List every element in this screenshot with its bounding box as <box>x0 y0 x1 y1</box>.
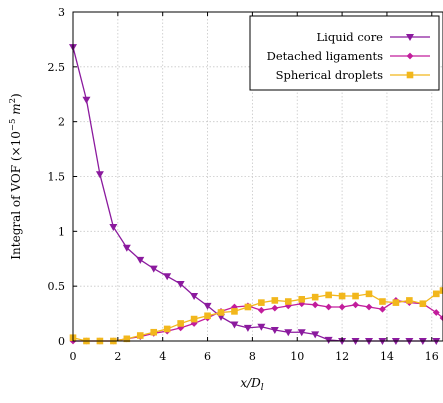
data-point-spherical-droplets <box>419 300 427 308</box>
data-point-spherical-droplets <box>163 325 171 333</box>
data-point-detached-ligaments <box>257 306 265 314</box>
x-tick-label: 10 <box>290 350 304 363</box>
data-point-spherical-droplets <box>439 287 443 294</box>
data-point-spherical-droplets <box>190 315 198 323</box>
data-point-spherical-droplets <box>204 312 211 320</box>
data-point-liquid-core <box>136 256 145 264</box>
data-point-spherical-droplets <box>365 290 373 298</box>
data-point-detached-ligaments <box>325 303 333 311</box>
data-point-liquid-core <box>243 324 252 332</box>
y-tick-label: 2.5 <box>48 61 66 74</box>
data-point-liquid-core <box>311 331 320 339</box>
y-tick-label: 0 <box>58 335 65 348</box>
data-point-liquid-core <box>149 265 158 273</box>
x-tick-label: 2 <box>114 350 121 363</box>
x-axis-label: x/Dl <box>240 376 263 393</box>
legend-marker <box>406 71 414 79</box>
data-point-spherical-droplets <box>123 335 131 343</box>
data-point-liquid-core <box>176 280 185 288</box>
data-point-detached-ligaments <box>352 301 359 309</box>
grid <box>73 12 443 341</box>
x-tick-label: 0 <box>70 350 77 363</box>
data-point-spherical-droplets <box>352 292 359 300</box>
data-point-spherical-droplets <box>338 292 346 300</box>
data-point-spherical-droplets <box>217 309 225 316</box>
legend: Liquid core Detached ligaments Spherical d… <box>249 15 440 91</box>
data-point-liquid-core <box>109 223 118 231</box>
data-point-detached-ligaments <box>271 304 279 312</box>
legend-item-detached-ligaments: Detached ligaments <box>267 49 430 63</box>
data-point-liquid-core <box>203 302 212 310</box>
legend-label: Detached ligaments <box>267 49 383 63</box>
data-point-spherical-droplets <box>298 296 306 303</box>
data-point-liquid-core <box>284 329 293 337</box>
data-point-spherical-droplets <box>392 299 400 306</box>
x-tick-label: 6 <box>204 350 211 363</box>
data-point-liquid-core <box>257 323 266 331</box>
y-tick-label: 1 <box>58 225 65 238</box>
ticks: 0 2 4 6 8 10 12 14 16 0 0.5 1 1.5 2 2.5 3 <box>48 6 439 363</box>
data-point-liquid-core <box>95 171 104 179</box>
data-point-spherical-droplets <box>258 299 265 306</box>
series-line-spherical-droplets <box>72 289 443 342</box>
data-point-liquid-core <box>163 273 172 281</box>
data-point-detached-ligaments <box>311 301 319 309</box>
data-point-liquid-core <box>270 327 279 335</box>
legend-item-liquid-core: Liquid core <box>317 30 430 44</box>
data-point-spherical-droplets <box>136 332 144 339</box>
data-point-detached-ligaments <box>338 303 346 311</box>
data-point-spherical-droplets <box>379 298 386 305</box>
legend-label: Liquid core <box>317 30 384 44</box>
data-point-detached-ligaments <box>379 305 386 313</box>
data-point-spherical-droplets <box>271 297 279 304</box>
data-point-detached-ligaments <box>432 309 440 316</box>
data-point-liquid-core <box>190 293 199 301</box>
series-line-detached-ligaments <box>73 299 443 342</box>
data-point-spherical-droplets <box>284 298 292 305</box>
x-tick-label: 14 <box>380 350 394 363</box>
y-axis-label: Integral of VOF (×10−5 m2) <box>8 93 23 259</box>
x-tick-label: 8 <box>249 350 256 363</box>
y-tick-label: 1.5 <box>48 171 66 184</box>
data-point-spherical-droplets <box>325 291 332 299</box>
x-tick-label: 16 <box>425 350 439 363</box>
data-point-spherical-droplets <box>150 328 158 336</box>
y-tick-label: 3 <box>58 6 65 19</box>
data-point-spherical-droplets <box>231 308 238 315</box>
data-point-spherical-droplets <box>406 297 413 304</box>
legend-marker <box>406 52 414 60</box>
legend-label: Spherical droplets <box>276 68 384 82</box>
data-point-detached-ligaments <box>439 314 443 322</box>
data-point-spherical-droplets <box>311 293 319 301</box>
data-point-liquid-core <box>82 96 91 104</box>
data-point-liquid-core <box>297 329 306 337</box>
legend-marker <box>406 34 414 41</box>
data-point-liquid-core <box>122 244 131 252</box>
data-point-spherical-droplets <box>244 303 252 311</box>
data-point-spherical-droplets <box>432 290 440 298</box>
y-tick-label: 0.5 <box>48 280 66 293</box>
data-point-liquid-core <box>324 336 333 344</box>
data-point-detached-ligaments <box>365 303 373 311</box>
x-tick-label: 4 <box>159 350 166 363</box>
series-line-liquid-core <box>72 46 437 342</box>
data-point-spherical-droplets <box>177 320 184 327</box>
data-point-liquid-core <box>230 321 239 329</box>
legend-item-spherical-droplets: Spherical droplets <box>276 68 430 82</box>
y-tick-label: 2 <box>58 116 65 129</box>
x-tick-label: 12 <box>335 350 349 363</box>
